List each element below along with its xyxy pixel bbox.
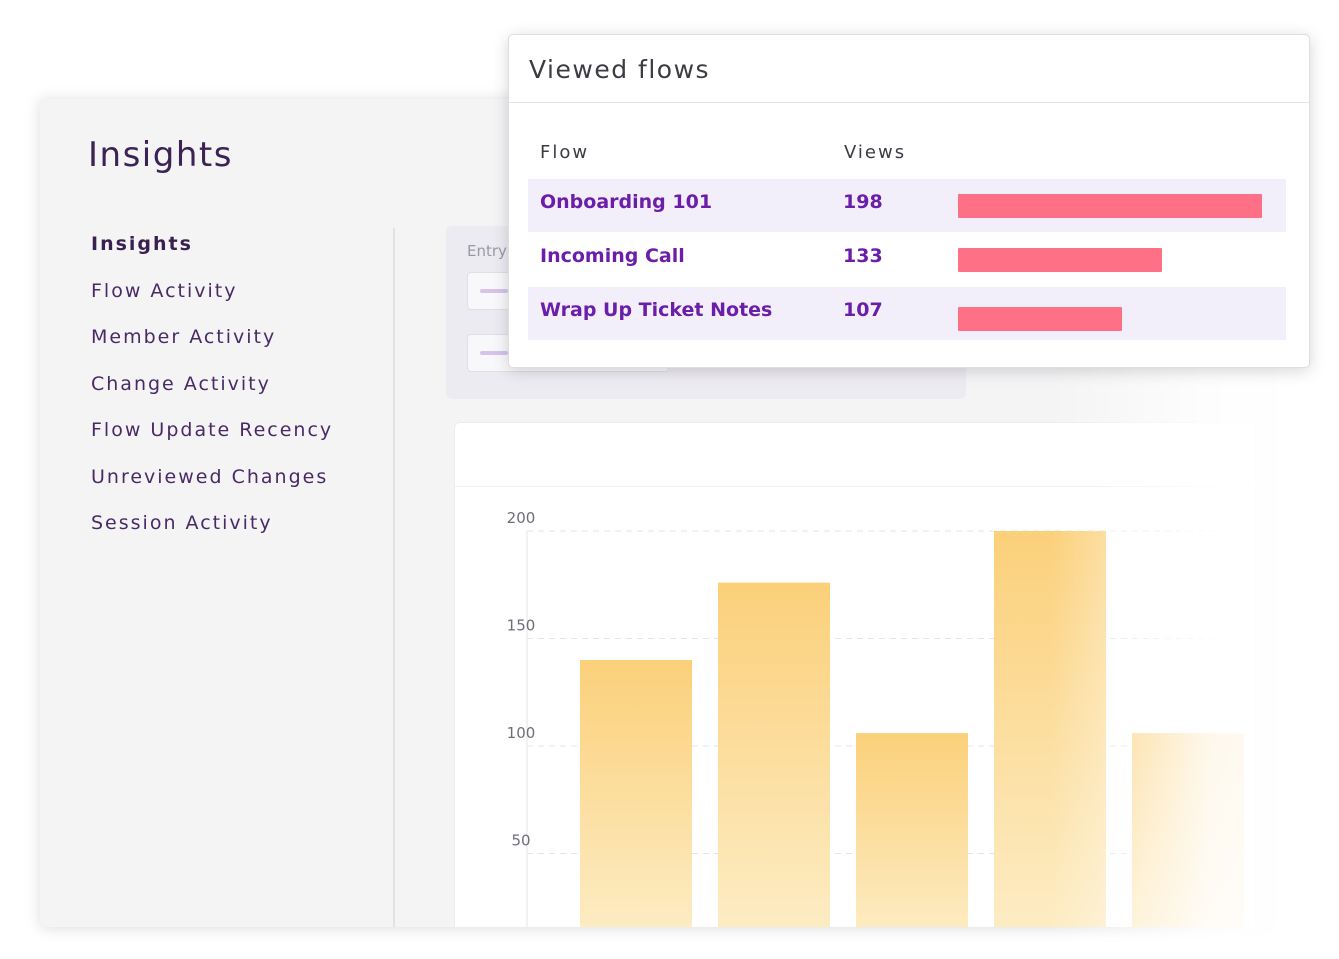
sidebar-item-member-activity[interactable]: Member Activity bbox=[91, 326, 277, 348]
chart-bar[interactable] bbox=[718, 582, 830, 927]
table-row[interactable]: Wrap Up Ticket Notes 107 bbox=[528, 287, 1286, 340]
table-row[interactable]: Incoming Call 133 bbox=[528, 233, 1286, 286]
sidebar-item-insights[interactable]: Insights bbox=[91, 233, 193, 255]
chart-bar[interactable] bbox=[1132, 733, 1244, 927]
page-title: Insights bbox=[88, 135, 233, 175]
column-header-flow: Flow bbox=[540, 142, 590, 163]
y-tick-label: 50 bbox=[511, 832, 530, 850]
column-header-views: Views bbox=[844, 142, 907, 163]
filter-label-entry: Entry bbox=[467, 242, 507, 260]
viewed-flows-title: Viewed flows bbox=[529, 55, 711, 84]
flow-name-link[interactable]: Incoming Call bbox=[540, 245, 685, 267]
sidebar-nav: Insights Flow Activity Member Activity Chan… bbox=[91, 229, 333, 555]
select-placeholder-bar bbox=[480, 289, 508, 293]
sidebar-divider bbox=[393, 228, 395, 927]
chart-bar[interactable] bbox=[580, 660, 692, 927]
y-tick-label: 100 bbox=[507, 724, 536, 742]
select-placeholder-bar bbox=[480, 351, 508, 355]
y-tick-label: 150 bbox=[507, 617, 536, 635]
flow-views-count: 107 bbox=[843, 299, 883, 321]
chart-card-divider bbox=[455, 486, 1255, 487]
table-row[interactable]: Onboarding 101 198 bbox=[528, 179, 1286, 232]
y-tick-label: 200 bbox=[507, 509, 536, 527]
popup-divider bbox=[509, 102, 1309, 103]
chart-bar[interactable] bbox=[856, 733, 968, 927]
sidebar-item-flow-update-recency[interactable]: Flow Update Recency bbox=[91, 419, 334, 441]
flow-views-count: 133 bbox=[843, 245, 883, 267]
flow-name-link[interactable]: Onboarding 101 bbox=[540, 191, 713, 213]
flow-views-count: 198 bbox=[843, 191, 883, 213]
views-bar-chart: 050100150200 bbox=[507, 509, 1245, 927]
chart-bar[interactable] bbox=[994, 531, 1106, 927]
views-bar bbox=[958, 307, 1122, 331]
sidebar-item-flow-activity[interactable]: Flow Activity bbox=[91, 279, 238, 302]
sidebar-item-unreviewed-changes[interactable]: Unreviewed Changes bbox=[91, 465, 329, 488]
views-bar bbox=[958, 194, 1262, 218]
sidebar-item-session-activity[interactable]: Session Activity bbox=[91, 512, 273, 534]
views-bar bbox=[958, 248, 1162, 272]
flow-name-link[interactable]: Wrap Up Ticket Notes bbox=[540, 299, 773, 321]
sidebar-item-change-activity[interactable]: Change Activity bbox=[91, 372, 271, 395]
views-chart-card: 050100150200 bbox=[454, 422, 1256, 927]
viewed-flows-card: Viewed flows Flow Views Onboarding 101 19… bbox=[508, 34, 1310, 368]
